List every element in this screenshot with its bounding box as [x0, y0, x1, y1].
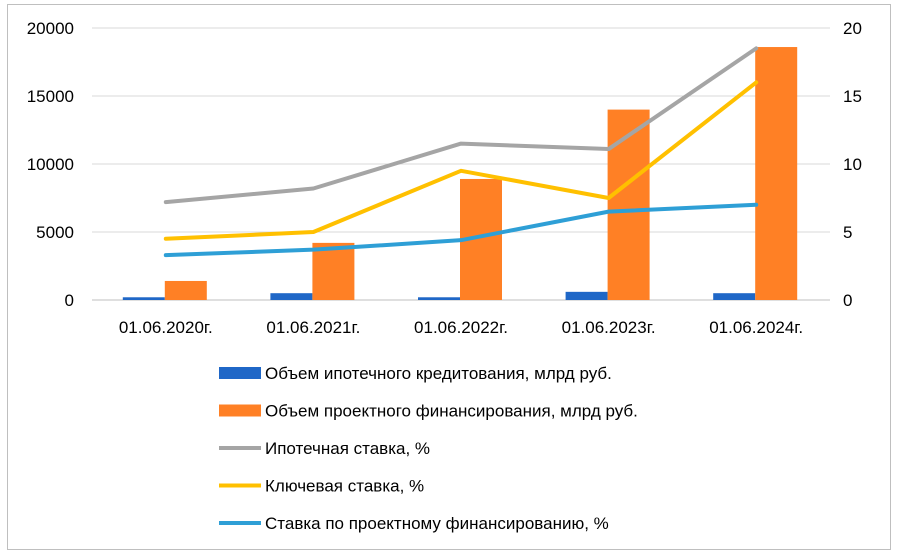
right-tick-label: 20	[843, 19, 862, 38]
bar-mortgage-volume	[565, 291, 608, 300]
chart-frame	[7, 4, 891, 550]
legend-label-project-finance-volume: Объем проектного финансирования, млрд ру…	[265, 402, 638, 421]
x-tick-label: 01.06.2023г.	[562, 318, 656, 337]
legend-label-mortgage-volume: Объем ипотечного кредитования, млрд руб.	[265, 364, 612, 383]
legend-label-key-rate: Ключевая ставка, %	[265, 477, 424, 496]
bar-mortgage-volume	[270, 293, 313, 300]
x-axis-ticks: 01.06.2020г. 01.06.2021г. 01.06.2022г. 01.0…	[119, 318, 803, 337]
bar-project-finance-volume	[755, 47, 798, 300]
legend-swatch-project-finance-volume	[219, 404, 261, 417]
bar-project-finance-volume	[607, 109, 650, 300]
left-tick-label: 5000	[36, 223, 74, 242]
line-mortgage-rate	[163, 46, 759, 205]
x-tick-label: 01.06.2024г.	[709, 318, 803, 337]
left-tick-label: 0	[65, 291, 74, 310]
lines	[163, 46, 759, 258]
right-tick-label: 5	[843, 223, 852, 242]
line-key-rate	[163, 80, 759, 241]
legend: Объем ипотечного кредитования, млрд руб.…	[219, 364, 638, 533]
x-tick-label: 01.06.2020г.	[119, 318, 213, 337]
left-tick-label: 15000	[27, 87, 74, 106]
right-axis-ticks: 0 5 10 15 20	[843, 19, 862, 310]
right-tick-label: 10	[843, 155, 862, 174]
bar-project-finance-volume	[312, 242, 355, 300]
left-tick-label: 10000	[27, 155, 74, 174]
bars	[122, 47, 798, 300]
x-tick-label: 01.06.2021г.	[266, 318, 360, 337]
left-tick-label: 20000	[27, 19, 74, 38]
legend-label-project-finance-rate: Ставка по проектному финансированию, %	[265, 514, 609, 533]
bar-mortgage-volume	[713, 293, 756, 300]
x-tick-label: 01.06.2022г.	[414, 318, 508, 337]
legend-swatch-mortgage-volume	[219, 367, 261, 379]
bar-mortgage-volume	[418, 297, 460, 300]
bar-mortgage-volume	[122, 297, 165, 300]
line-project-finance-rate	[163, 202, 759, 258]
right-tick-label: 0	[843, 291, 852, 310]
legend-label-mortgage-rate: Ипотечная ставка, %	[265, 439, 430, 458]
right-tick-label: 15	[843, 87, 862, 106]
left-axis-ticks: 0 5000 10000 15000 20000	[27, 19, 74, 310]
bar-project-finance-volume	[164, 280, 207, 300]
